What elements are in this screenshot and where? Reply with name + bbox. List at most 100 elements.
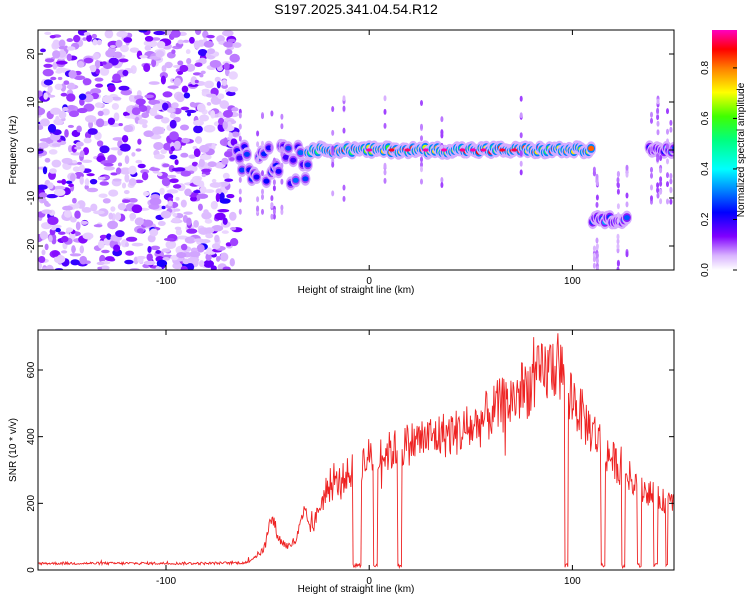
spectral-blob-804	[38, 256, 46, 263]
spectral-blob-1418	[331, 145, 335, 152]
spec-ytick-label-1: -10	[26, 190, 37, 205]
spectral-blob-1578	[669, 178, 673, 185]
spectral-blob-1513	[595, 252, 599, 259]
spectral-blob-568	[219, 100, 229, 109]
spectral-blob-486	[68, 110, 80, 118]
spectral-blob-570	[65, 180, 73, 185]
spectral-blob-719	[96, 261, 105, 266]
spectral-blob-508	[141, 171, 149, 181]
spectral-blob-303	[164, 61, 173, 69]
spectral-blob-545	[74, 210, 81, 219]
spectral-blob-648	[73, 75, 86, 81]
spectral-blob-786	[123, 124, 134, 133]
snr-axes: -100 0 100 0 200 400 600	[26, 330, 674, 587]
spectral-blob-556	[183, 211, 193, 215]
spectral-blob-889	[41, 267, 49, 270]
spectral-blob-577	[67, 124, 74, 128]
spectral-blob-1012	[238, 176, 242, 183]
spectral-blob-609	[131, 204, 143, 214]
spectral-blob-413	[211, 225, 224, 232]
spectral-blob-530	[79, 176, 84, 185]
spectral-blob-769	[104, 256, 115, 262]
spectral-blob-779	[44, 157, 51, 163]
spectral-blob-1508	[595, 257, 599, 264]
spectral-blob-1511	[595, 180, 599, 187]
spectral-blob-439	[174, 159, 179, 166]
spectral-blob-637	[110, 206, 116, 212]
spectral-blob-739	[183, 92, 191, 99]
spectral-blob-974	[292, 177, 299, 183]
spectral-blob-701	[81, 159, 93, 164]
spectral-blob-671	[60, 250, 68, 254]
spectral-blob-653	[203, 259, 215, 268]
spectral-blob-468	[113, 51, 123, 59]
spectral-blob-386	[50, 76, 57, 81]
spectral-blob-308	[214, 76, 221, 83]
spectral-blob-8	[150, 245, 161, 251]
spectral-blob-782	[120, 44, 129, 53]
spectral-blob-601	[143, 260, 156, 266]
spectral-blob-705	[169, 112, 176, 119]
spectral-blob-435	[167, 174, 177, 178]
spectral-blob-1592	[659, 155, 663, 161]
spectral-blob-1022	[261, 170, 264, 177]
spectral-blob-992	[280, 146, 284, 153]
spectral-blob-571	[194, 30, 202, 36]
spectral-blob-828	[197, 203, 203, 211]
spectral-blob-141	[188, 36, 195, 44]
spectral-blob-380	[124, 173, 130, 183]
spectral-blob-711	[177, 70, 184, 75]
spectral-blob-793	[55, 70, 63, 74]
spectral-blob-416	[108, 212, 114, 220]
spectral-blob-860	[135, 159, 143, 164]
spectral-blob-751	[105, 49, 116, 58]
spectral-blob-854	[39, 230, 48, 240]
colorbar-gradient	[712, 30, 737, 270]
spectral-blob-202	[95, 83, 104, 88]
snr-xtick-label-1: 0	[366, 576, 372, 587]
spectral-blob-524	[66, 38, 74, 43]
spectral-blob-995	[280, 123, 284, 130]
spectrogram-ylabel: Frequency (Hz)	[8, 116, 19, 185]
spectral-blob-489	[136, 255, 146, 260]
spectral-blob-980	[297, 150, 304, 156]
spectral-blob-213	[70, 152, 82, 156]
spectral-blob-1524	[625, 201, 629, 208]
spectral-blob-895	[217, 209, 230, 213]
spectral-blob-1417	[331, 149, 335, 156]
spectral-blob-188	[166, 189, 179, 194]
spectral-blob-708	[222, 30, 234, 37]
spectral-blob-1410	[519, 112, 523, 119]
spectral-blob-1605	[656, 114, 660, 121]
spectral-blob-1401	[420, 161, 423, 168]
spectral-blob-560	[95, 68, 100, 75]
spectral-blob-731	[79, 150, 85, 158]
spectral-blob-882	[192, 179, 201, 185]
spectral-blob-1422	[383, 177, 387, 184]
spectral-blob-938	[263, 178, 270, 184]
spectral-blob-245	[38, 262, 43, 270]
spectral-blob-400	[198, 158, 205, 168]
spectral-blob-629	[92, 52, 100, 60]
spectral-blob-679	[231, 131, 240, 137]
spectral-blob-88	[201, 211, 212, 220]
spectral-blob-382	[184, 236, 196, 244]
spectral-blob-897	[220, 252, 229, 262]
spectral-blob-616	[69, 253, 82, 257]
spectral-blob-210	[70, 259, 80, 266]
spectral-blob-1007	[238, 208, 242, 215]
spectral-blob-157	[141, 112, 150, 119]
spectral-blob-965	[285, 145, 292, 151]
spectral-blob-709	[173, 208, 181, 212]
spectral-blob-169	[56, 180, 63, 184]
spectral-blob-1019	[256, 141, 260, 148]
spectral-blob-454	[223, 41, 234, 48]
spectral-blob-678	[199, 73, 204, 78]
spectral-blob-493	[196, 244, 205, 253]
spectral-blob-86	[94, 77, 104, 82]
spectral-blob-1428	[383, 169, 387, 176]
spectral-blob-765	[82, 232, 94, 240]
spectral-blob-469	[117, 149, 123, 156]
spectral-blob-799	[227, 38, 236, 43]
